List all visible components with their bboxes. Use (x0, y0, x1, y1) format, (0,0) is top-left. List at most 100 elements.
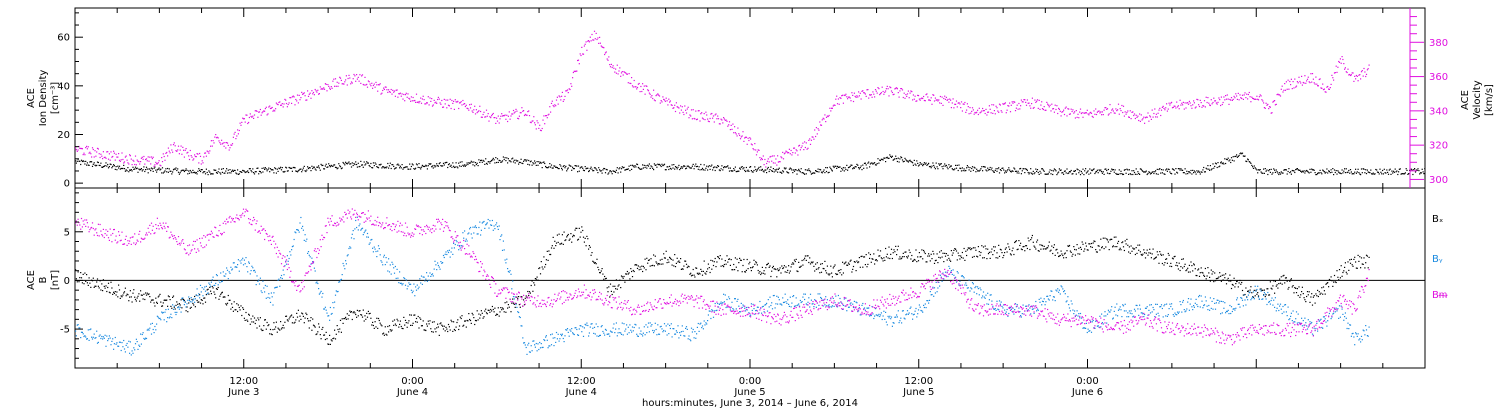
data-point (1215, 163, 1217, 165)
data-point (1120, 249, 1122, 251)
data-point (676, 106, 678, 108)
data-point (350, 81, 353, 83)
data-point (187, 311, 189, 313)
data-point (1117, 242, 1119, 244)
data-point (465, 104, 467, 106)
data-point (349, 163, 351, 165)
data-point (1294, 171, 1296, 174)
data-point (238, 173, 240, 175)
data-point (1354, 75, 1356, 77)
data-point (677, 166, 679, 168)
data-point (1095, 108, 1097, 110)
data-point (142, 169, 144, 171)
data-point (785, 266, 787, 268)
data-point (1118, 249, 1120, 251)
data-point (702, 270, 704, 272)
data-point (677, 261, 679, 263)
data-point (440, 322, 442, 324)
data-point (629, 169, 631, 172)
data-point (255, 284, 257, 286)
data-point (249, 273, 251, 275)
data-point (1333, 174, 1335, 176)
data-point (78, 281, 80, 283)
data-point (482, 113, 484, 116)
data-point (958, 164, 960, 166)
data-point (547, 114, 549, 116)
data-point (85, 280, 87, 282)
data-point (651, 166, 653, 168)
data-point (601, 268, 603, 270)
data-point (1284, 169, 1287, 171)
data-point (1166, 168, 1168, 170)
data-point (266, 170, 268, 172)
data-point (1007, 243, 1009, 245)
data-point (793, 263, 795, 265)
data-point (82, 154, 84, 156)
data-point (336, 325, 338, 327)
data-point (780, 171, 782, 173)
data-point (666, 166, 668, 168)
data-point (739, 257, 741, 259)
data-point (503, 311, 505, 313)
data-point (690, 167, 692, 169)
data-point (828, 114, 830, 117)
data-point (1280, 88, 1282, 90)
data-point (1017, 248, 1019, 250)
data-point (768, 266, 770, 268)
data-point (147, 293, 149, 296)
data-point (960, 170, 963, 172)
data-point (733, 263, 735, 266)
data-point (1115, 172, 1117, 175)
data-point (234, 309, 236, 311)
data-point (318, 93, 320, 95)
data-point (1148, 171, 1150, 173)
data-point (111, 287, 113, 289)
data-point (1349, 262, 1352, 264)
data-point (155, 161, 157, 163)
data-point (1309, 301, 1311, 303)
data-point (246, 171, 248, 173)
data-point (430, 100, 432, 102)
data-point (917, 95, 920, 97)
data-point (276, 331, 278, 333)
data-point (519, 112, 521, 114)
data-point (636, 88, 638, 90)
data-point (692, 268, 694, 271)
data-point (108, 335, 110, 337)
data-point (742, 168, 744, 170)
data-point (1044, 109, 1046, 111)
data-point (1321, 173, 1323, 175)
data-point (157, 168, 159, 170)
data-point (1410, 168, 1412, 170)
data-point (446, 107, 448, 109)
data-point (1300, 170, 1302, 172)
data-point (1050, 249, 1052, 251)
data-point (502, 115, 504, 117)
data-point (1219, 272, 1221, 274)
data-point (845, 93, 847, 95)
data-point (871, 96, 873, 98)
data-point (306, 99, 308, 101)
data-point (445, 161, 447, 164)
data-point (123, 168, 126, 170)
data-point (1196, 98, 1198, 100)
data-point (154, 164, 156, 166)
data-point (815, 263, 817, 265)
data-point (893, 93, 895, 95)
data-point (323, 87, 325, 89)
data-point (1183, 108, 1185, 110)
data-point (1082, 116, 1084, 118)
data-point (387, 162, 389, 165)
data-point (278, 278, 280, 280)
data-point (484, 310, 486, 312)
data-point (827, 273, 829, 275)
data-point (583, 45, 585, 47)
data-point (141, 156, 143, 158)
data-point (505, 118, 507, 120)
data-point (624, 281, 626, 283)
data-point (243, 317, 245, 319)
data-point (503, 115, 505, 117)
data-point (901, 257, 903, 259)
data-point (612, 65, 614, 67)
data-point (415, 93, 418, 95)
